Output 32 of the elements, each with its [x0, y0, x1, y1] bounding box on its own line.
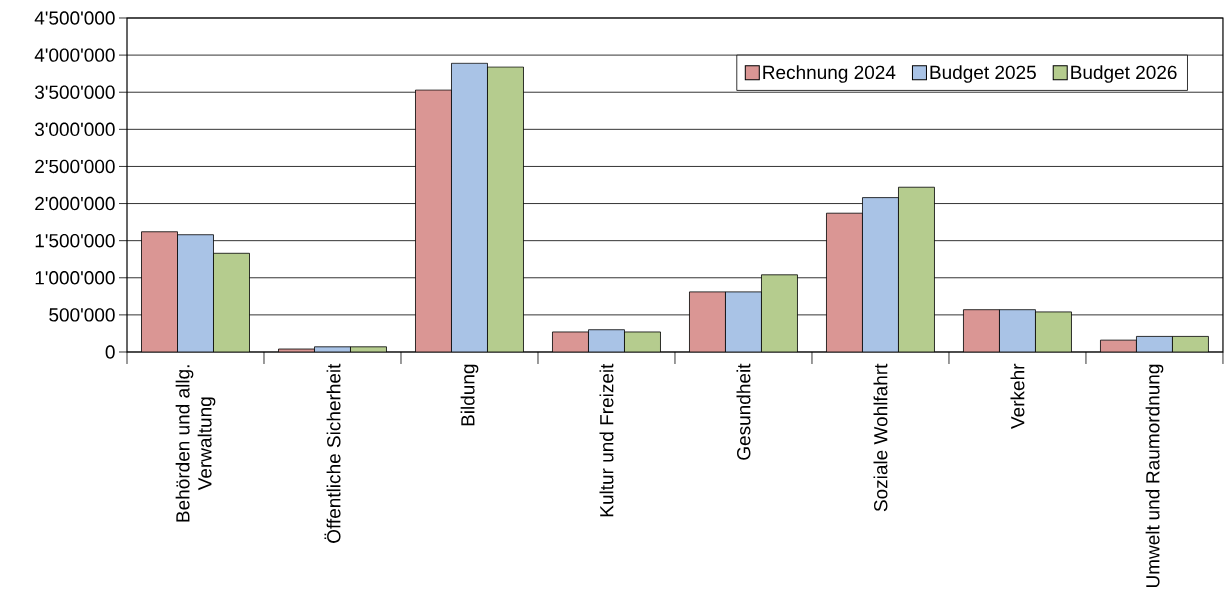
bar	[177, 234, 214, 352]
legend-label: Budget 2025	[930, 65, 1036, 83]
bar	[213, 252, 250, 352]
y-tick-label: 4'000'000	[34, 48, 115, 62]
y-tick-label: 1'000'000	[35, 271, 115, 285]
bar	[451, 62, 488, 352]
y-tick-label: 500'000	[49, 308, 115, 322]
bar	[588, 329, 625, 352]
y-tick-label: 4'500'000	[34, 11, 115, 25]
x-tick-label: Öffentliche Sicherheit	[324, 363, 341, 543]
y-tick-label: 2'500'000	[35, 159, 115, 174]
y-tick-label: 2'000'000	[35, 196, 115, 211]
legend-label: Budget 2026	[1071, 65, 1177, 83]
x-tick-label: Umwelt und Raumordnung	[1145, 364, 1164, 588]
bar	[761, 274, 798, 352]
y-tick-label: 0	[105, 345, 115, 359]
y-tick-label: 3'500'000	[34, 85, 115, 99]
x-tick-label: Gesundheit	[736, 363, 751, 460]
x-tick-label: Verkehr	[1010, 363, 1025, 429]
y-tick-label: 3'000'000	[34, 122, 115, 137]
bar	[487, 66, 524, 352]
x-tick-label: Bildung	[460, 364, 479, 426]
bar	[898, 186, 935, 352]
x-tick-label: Kultur und Freizeit	[599, 363, 614, 517]
bar	[1035, 311, 1072, 352]
bar	[725, 291, 762, 352]
x-tick-label: Soziale Wohlfahrt	[873, 363, 888, 512]
legend-label: Rechnung 2024	[763, 65, 896, 83]
x-tick-label: Behörden und allg. Verwaltung	[175, 365, 216, 522]
y-tick-label: 1'500'000	[35, 233, 115, 248]
bar	[862, 197, 899, 352]
bar	[999, 309, 1036, 352]
